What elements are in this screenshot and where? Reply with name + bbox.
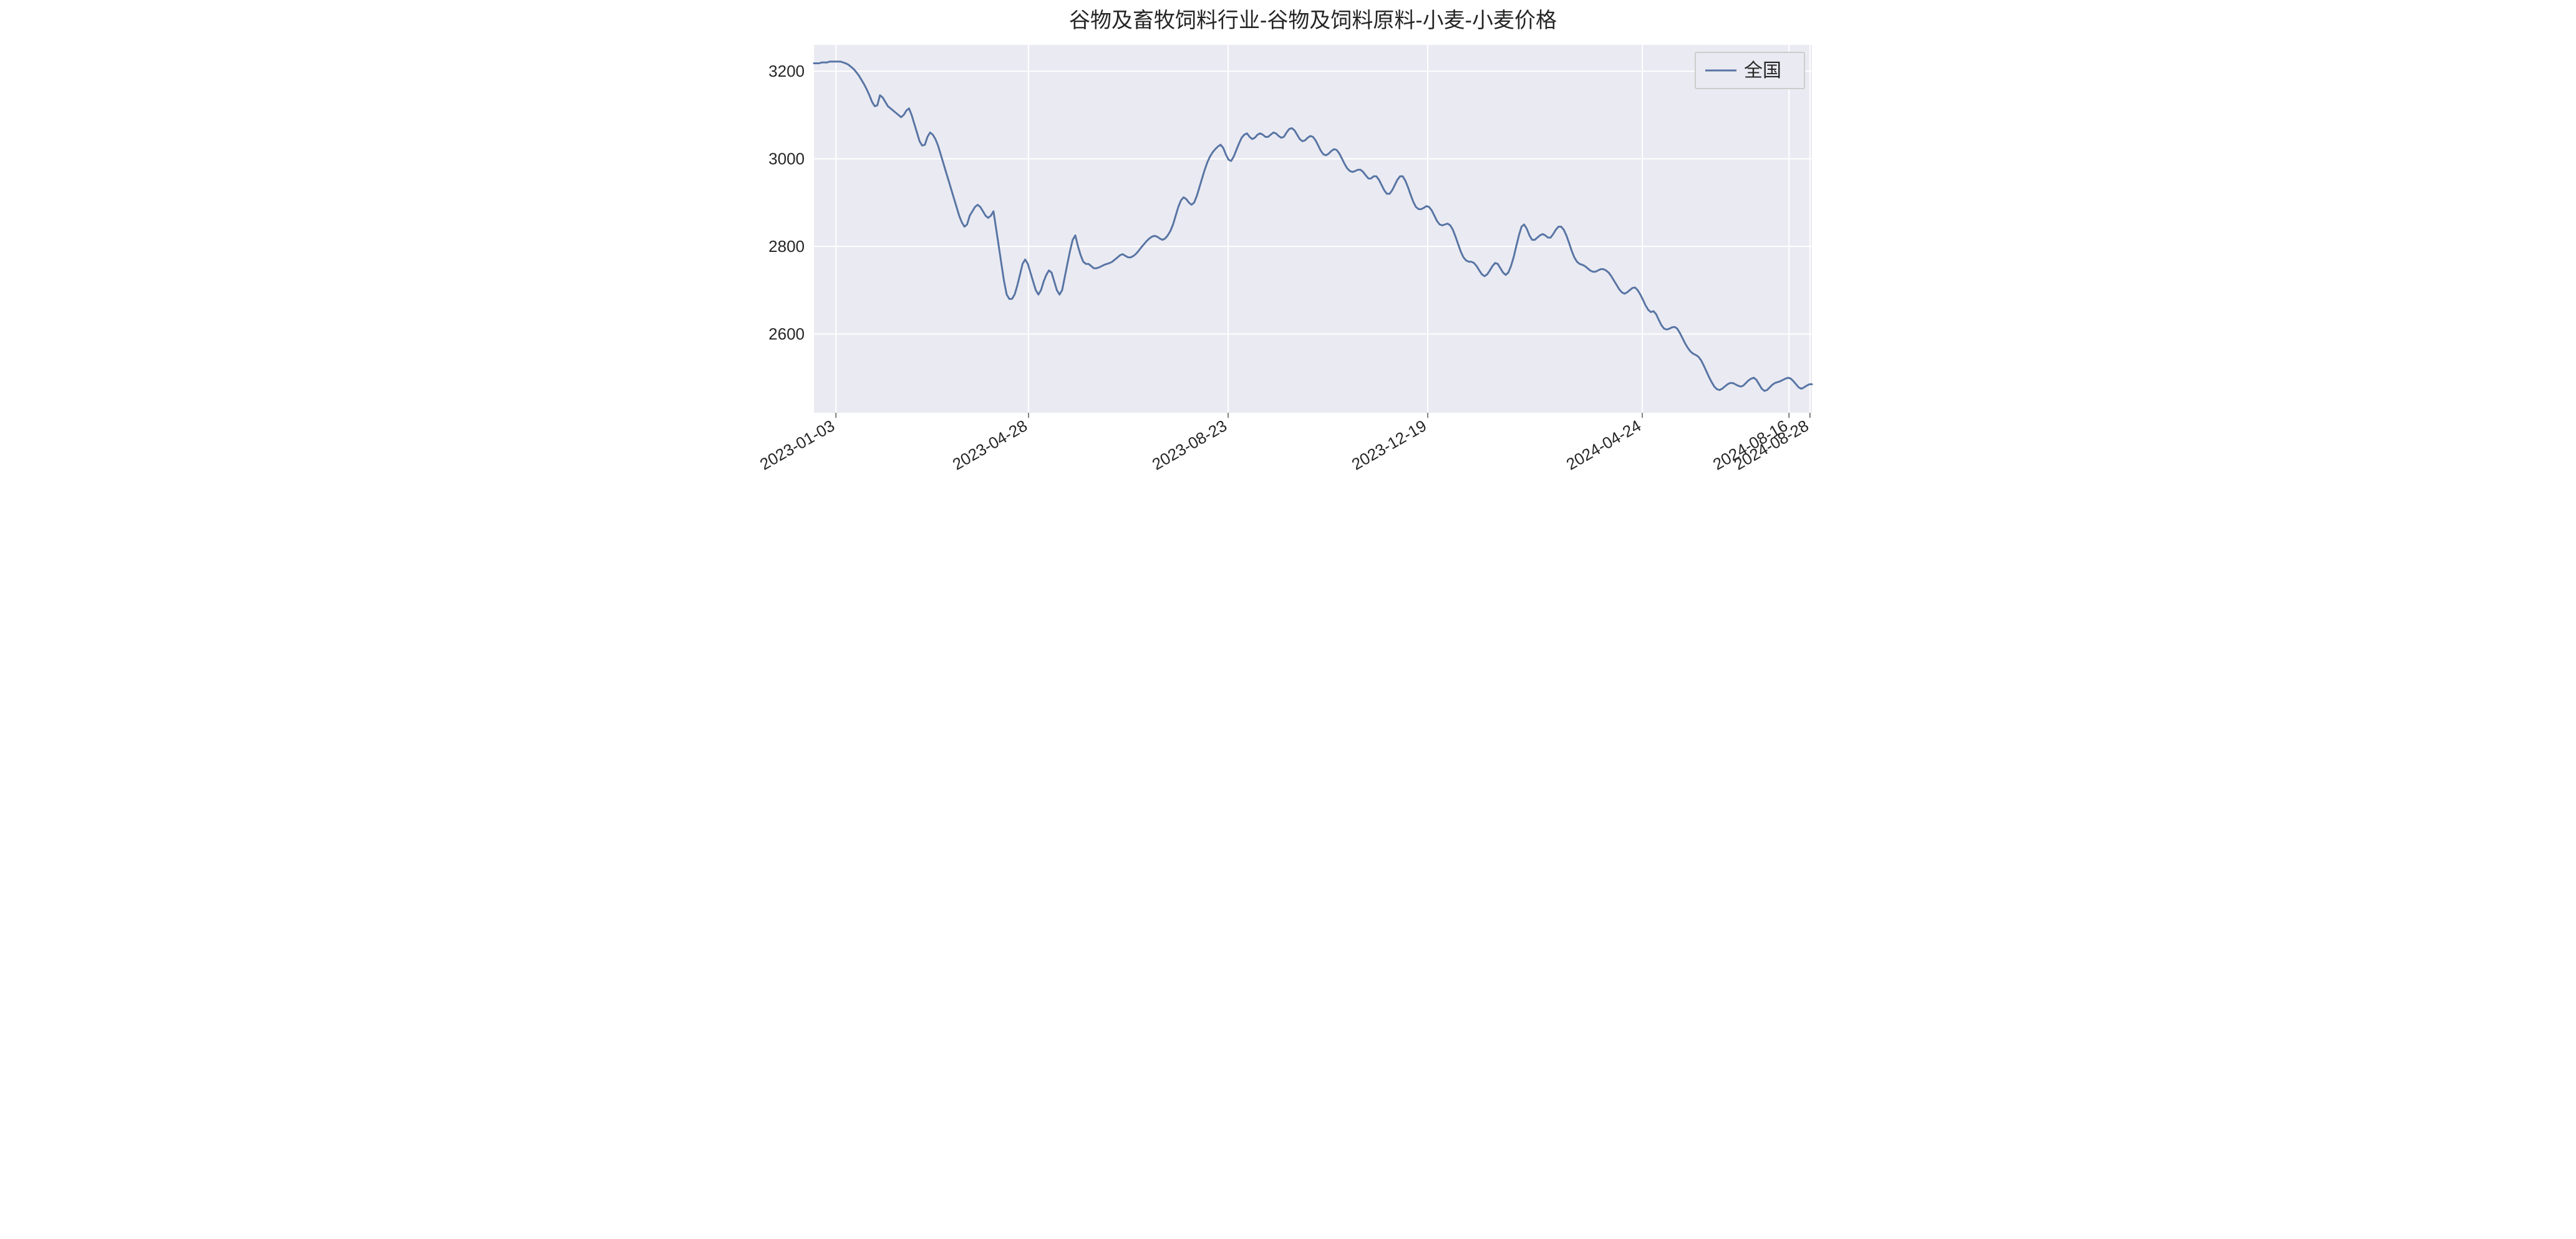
line-chart: 谷物及畜牧饲料行业-谷物及饲料原料-小麦-小麦价格 2600 2800 3000 320… [733,0,1843,534]
x-tick-label: 2023-01-03 [757,416,838,473]
x-tick-label: 2024-04-24 [1563,416,1644,473]
chart-title: 谷物及畜牧饲料行业-谷物及饲料原料-小麦-小麦价格 [1069,9,1557,32]
y-tick-label: 2800 [768,237,805,256]
y-tick-label: 2600 [768,325,805,344]
x-tick-label: 2023-08-23 [1149,416,1230,473]
y-tick-label: 3000 [768,150,805,168]
plot-area [814,45,1812,413]
y-tick-label: 3200 [768,62,805,80]
x-tick-label: 2023-12-19 [1349,416,1430,473]
legend-label: 全国 [1744,60,1781,81]
x-tick-label: 2023-04-28 [949,416,1030,473]
